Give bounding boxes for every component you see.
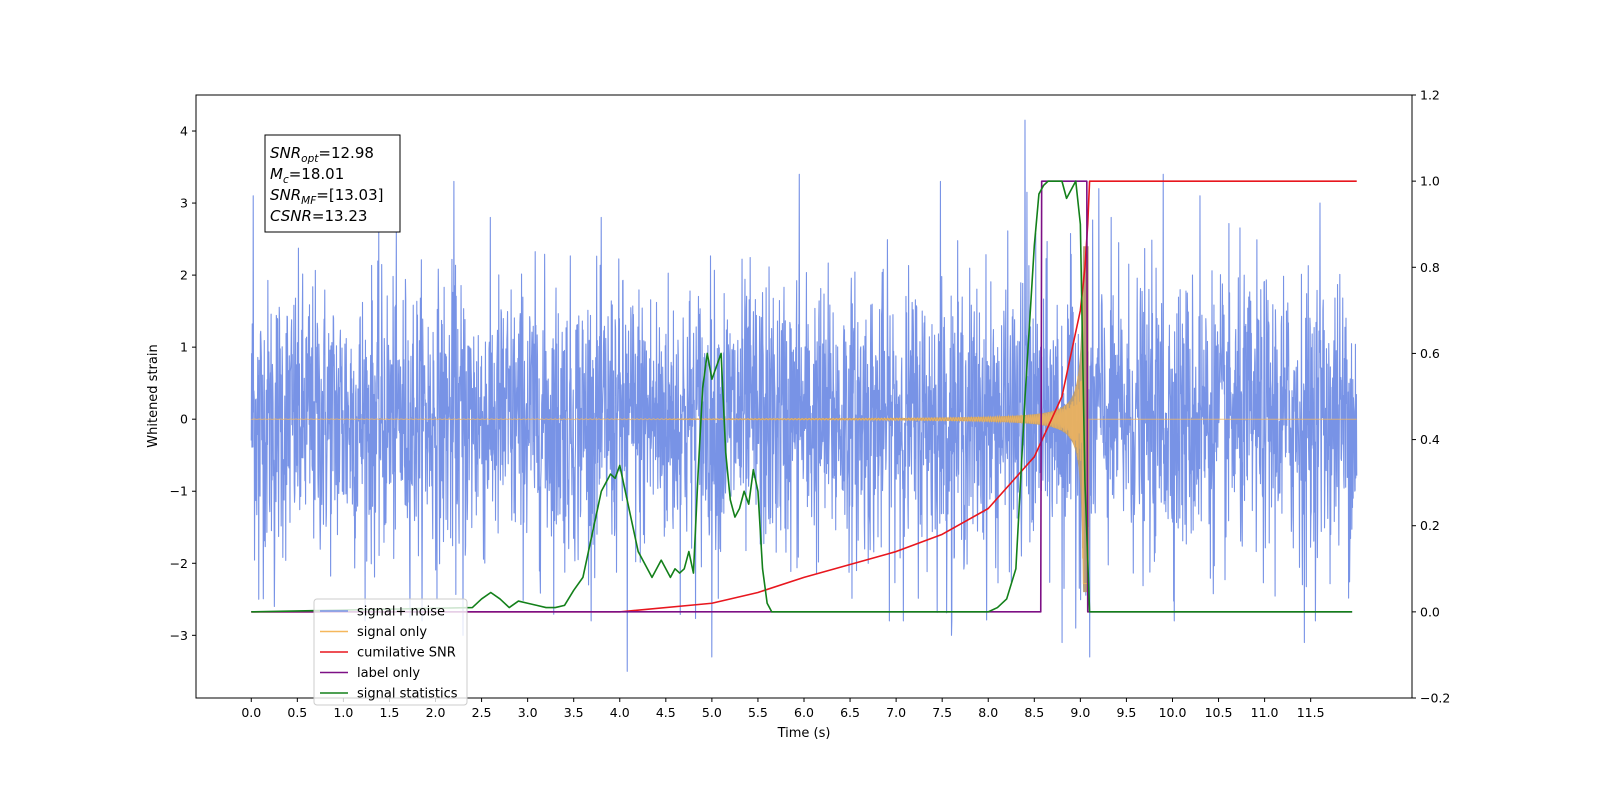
y-tick-label: 1 — [180, 340, 188, 355]
y2-tick-label: 0.6 — [1420, 346, 1440, 361]
series-signal-statistics — [251, 180, 1353, 613]
x-tick-label: 6.0 — [794, 705, 814, 720]
x-axis: 0.0 0.5 1.0 1.5 2.0 2.5 3.0 3.5 4.0 4.5 5.0 5.5 6.0 6… — [241, 698, 1325, 720]
y2-tick-label: 1.0 — [1420, 174, 1440, 189]
y2-tick-label: 0.4 — [1420, 432, 1440, 447]
x-tick-label: 10.5 — [1205, 705, 1233, 720]
y-tick-label: 4 — [180, 124, 188, 139]
y2-tick-label: 1.2 — [1420, 88, 1440, 103]
annotation-box: SNRopt=12.98Mc=18.01SNRMF=[13.03]CSNR=13… — [264, 134, 401, 233]
x-tick-label: 4.0 — [610, 705, 630, 720]
legend-label: cumilative SNR — [357, 646, 456, 661]
x-tick-label: 0.0 — [241, 705, 261, 720]
legend-label: signal+ noise — [357, 605, 445, 620]
y-tick-label: 3 — [180, 196, 188, 211]
y-axis-left: −3 −2 −1 0 1 2 3 4 — [170, 124, 196, 643]
y-tick-label: −2 — [170, 556, 188, 571]
legend-label: label only — [357, 666, 420, 681]
legend-label: signal statistics — [357, 687, 458, 702]
x-tick-label: 9.0 — [1070, 705, 1090, 720]
x-tick-label: 3.5 — [564, 705, 584, 720]
y-axis-label: Whitened strain — [146, 344, 161, 447]
y-tick-label: −3 — [170, 628, 188, 643]
x-tick-label: 7.5 — [932, 705, 952, 720]
series-signal-only — [251, 246, 1357, 593]
x-axis-label: Time (s) — [777, 726, 831, 741]
x-tick-label: 8.5 — [1024, 705, 1044, 720]
annotation-line: SNRMF=[13.03] — [270, 186, 384, 207]
legend: signal+ noise signal only cumilative SNR la… — [313, 598, 468, 706]
x-tick-label: 11.0 — [1251, 705, 1279, 720]
y-tick-label: −1 — [170, 484, 188, 499]
x-tick-label: 0.5 — [287, 705, 307, 720]
annotation-line: Mc=18.01 — [270, 165, 344, 186]
legend-label: signal only — [357, 625, 427, 640]
annotation-line: CSNR=13.23 — [270, 207, 367, 225]
y2-tick-label: 0.2 — [1420, 518, 1440, 533]
x-tick-label: 6.5 — [840, 705, 860, 720]
x-tick-label: 2.0 — [426, 705, 446, 720]
x-tick-label: 1.0 — [333, 705, 353, 720]
y-axis-right: −0.2 0.0 0.2 0.4 0.6 0.8 1.0 1.2 — [1412, 88, 1450, 706]
x-tick-label: 4.5 — [656, 705, 676, 720]
x-tick-label: 11.5 — [1297, 705, 1325, 720]
series-signal-noise — [250, 119, 1358, 672]
x-tick-label: 5.5 — [748, 705, 768, 720]
y2-tick-label: −0.2 — [1420, 691, 1450, 706]
plot-area — [250, 119, 1358, 672]
annotation-line: SNRopt=12.98 — [270, 144, 374, 165]
x-tick-label: 5.0 — [702, 705, 722, 720]
x-tick-label: 3.0 — [518, 705, 538, 720]
x-tick-label: 8.0 — [978, 705, 998, 720]
x-tick-label: 7.0 — [886, 705, 906, 720]
y-tick-label: 2 — [180, 268, 188, 283]
y2-tick-label: 0.0 — [1420, 604, 1440, 619]
x-tick-label: 1.5 — [380, 705, 400, 720]
x-tick-label: 10.0 — [1159, 705, 1187, 720]
x-tick-label: 2.5 — [472, 705, 492, 720]
x-tick-label: 9.5 — [1116, 705, 1136, 720]
y2-tick-label: 0.8 — [1420, 260, 1440, 275]
y-tick-label: 0 — [180, 412, 188, 427]
